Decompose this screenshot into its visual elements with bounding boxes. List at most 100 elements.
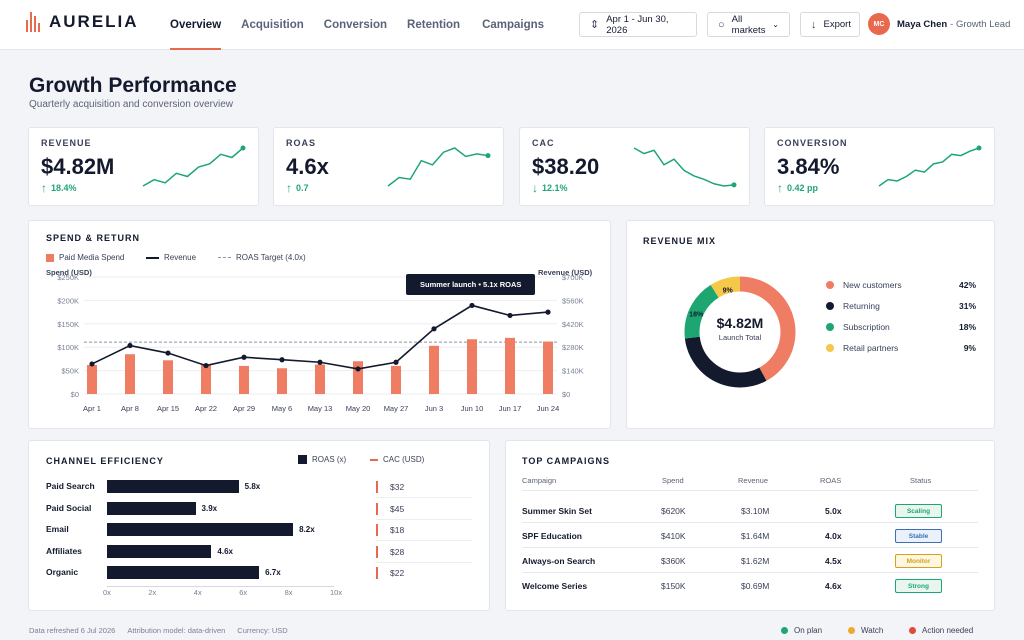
campaign-name[interactable]: Summer Skin Set: [522, 506, 592, 516]
column-header-status[interactable]: Status: [910, 476, 932, 485]
revenue-point[interactable]: [89, 361, 95, 367]
revenue-point[interactable]: [431, 326, 437, 332]
mix-legend-item: Retail partners 9%: [826, 341, 976, 355]
column-header-revenue[interactable]: Revenue: [738, 476, 769, 485]
x-axis-tick: 0x: [103, 588, 111, 597]
donut-segment[interactable]: [684, 276, 796, 388]
channel-name: Email: [46, 524, 69, 534]
tab-overview[interactable]: Overview: [170, 0, 222, 50]
sparkline: [387, 147, 489, 187]
revenue-point[interactable]: [393, 359, 399, 365]
sparkline-end-point: [976, 145, 982, 151]
column-header-campaign[interactable]: Campaign: [522, 476, 557, 485]
spend-bar[interactable]: [467, 339, 477, 394]
chart-tooltip: Summer launch • 5.1x ROAS: [406, 274, 536, 295]
market-select[interactable]: ○ All markets ⌄: [707, 12, 790, 37]
campaign-name[interactable]: SPF Education: [522, 531, 582, 541]
revenue-point[interactable]: [317, 359, 323, 365]
left-axis-tick: $100K: [57, 343, 79, 352]
legend-cac: CAC (USD): [370, 455, 424, 464]
donut-total: $4.82M: [716, 315, 764, 331]
main-nav: Overview Acquisition Conversion Retentio…: [160, 0, 554, 50]
kpi-value: 4.6x: [286, 154, 329, 179]
cac-value: $22: [390, 568, 405, 578]
revenue-point[interactable]: [469, 302, 475, 309]
column-header-spend[interactable]: Spend: [662, 476, 684, 485]
column-header-roas[interactable]: ROAS: [820, 476, 842, 485]
tab-campaigns[interactable]: Campaigns: [482, 19, 545, 31]
spend-bar[interactable]: [429, 345, 439, 394]
tab-acquisition[interactable]: Acquisition: [241, 19, 304, 31]
revenue-point[interactable]: [165, 350, 171, 356]
user-menu[interactable]: MC Maya Chen - Growth Lead: [868, 13, 1010, 35]
cac-value: $18: [390, 525, 405, 535]
cac-marker: [376, 481, 378, 493]
campaign-name[interactable]: Always-on Search: [522, 556, 596, 566]
spend-bar[interactable]: [239, 365, 249, 394]
x-axis-tick: Jun 17: [499, 404, 522, 413]
arrow-down-icon: ↓: [532, 181, 538, 195]
revenue-point[interactable]: [507, 312, 513, 319]
channel-name: Affiliates: [46, 545, 82, 556]
table-header-divider: [522, 490, 978, 491]
x-axis-tick: 6x: [239, 588, 248, 597]
spend-bar[interactable]: [87, 364, 97, 394]
status-dot-icon: [909, 627, 916, 634]
roas-bar[interactable]: [107, 544, 212, 558]
brand-logo[interactable]: AURELIA: [26, 12, 139, 32]
spend-bar[interactable]: [277, 368, 287, 394]
spend-bar[interactable]: [543, 341, 553, 394]
section-title: CHANNEL EFFICIENCY: [46, 456, 164, 466]
right-axis-tick: $0: [562, 390, 570, 399]
status-dot-icon: [826, 344, 834, 352]
spend-bar[interactable]: [163, 360, 173, 394]
spend-bar[interactable]: [505, 337, 515, 394]
revenue-point[interactable]: [545, 309, 551, 315]
tab-retention[interactable]: Retention: [407, 19, 461, 31]
row-divider: [522, 547, 978, 548]
date-range-picker[interactable]: ⇕ Apr 1 - Jun 30, 2026: [579, 12, 697, 37]
kpi-delta-value: 18.4%: [51, 183, 77, 193]
donut-total-label: Launch Total: [718, 333, 762, 342]
kpi-card-conversion[interactable]: CONVERSION 3.84% ↑ 0.42 pp: [764, 127, 995, 206]
kpi-delta-value: 12.1%: [542, 183, 568, 193]
roas-bar[interactable]: [107, 566, 260, 579]
revenue-point[interactable]: [203, 362, 209, 369]
legend-label: ROAS Target (4.0x): [236, 253, 306, 262]
tab-conversion[interactable]: Conversion: [323, 19, 388, 31]
revenue-point[interactable]: [127, 342, 133, 349]
revenue-point[interactable]: [241, 354, 247, 360]
kpi-card-roas[interactable]: ROAS 4.6x ↑ 0.7: [273, 127, 504, 206]
sparkline: [633, 147, 735, 187]
roas-value: 3.9x: [201, 503, 218, 513]
mix-legend-label: Retail partners: [843, 343, 899, 353]
campaign-spend: $410K: [661, 531, 686, 541]
campaign-spend: $620K: [661, 506, 686, 516]
spend-bar[interactable]: [201, 364, 211, 394]
campaign-name[interactable]: Welcome Series: [522, 581, 588, 591]
donut-segment[interactable]: [684, 276, 796, 388]
spend-bar[interactable]: [391, 365, 401, 394]
legend-label: On plan: [794, 626, 823, 635]
campaign-roas: 5.0x: [825, 506, 842, 516]
x-axis-tick: Apr 8: [121, 404, 139, 413]
donut-segment[interactable]: [684, 276, 796, 388]
kpi-card-cac[interactable]: CAC $38.20 ↓ 12.1%: [519, 127, 750, 206]
revenue-point[interactable]: [355, 366, 361, 372]
revenue-point[interactable]: [279, 357, 285, 363]
x-axis-tick: Jun 10: [461, 404, 484, 413]
kpi-label: CONVERSION: [777, 138, 848, 148]
export-button[interactable]: ↓ Export: [800, 12, 860, 37]
spend-bar[interactable]: [315, 364, 325, 394]
spend-bar[interactable]: [353, 361, 363, 394]
roas-bar[interactable]: [107, 501, 196, 515]
x-axis-tick: 8x: [284, 588, 293, 597]
roas-bar[interactable]: [107, 480, 239, 493]
kpi-card-revenue[interactable]: REVENUE $4.82M ↑ 18.4%: [28, 127, 259, 206]
left-axis-tick: $0: [71, 390, 79, 399]
roas-bar[interactable]: [107, 523, 294, 536]
row-divider: [376, 561, 472, 563]
spend-bar[interactable]: [125, 354, 135, 394]
legend-label: Paid Media Spend: [59, 253, 125, 262]
cac-marker: [376, 524, 378, 536]
